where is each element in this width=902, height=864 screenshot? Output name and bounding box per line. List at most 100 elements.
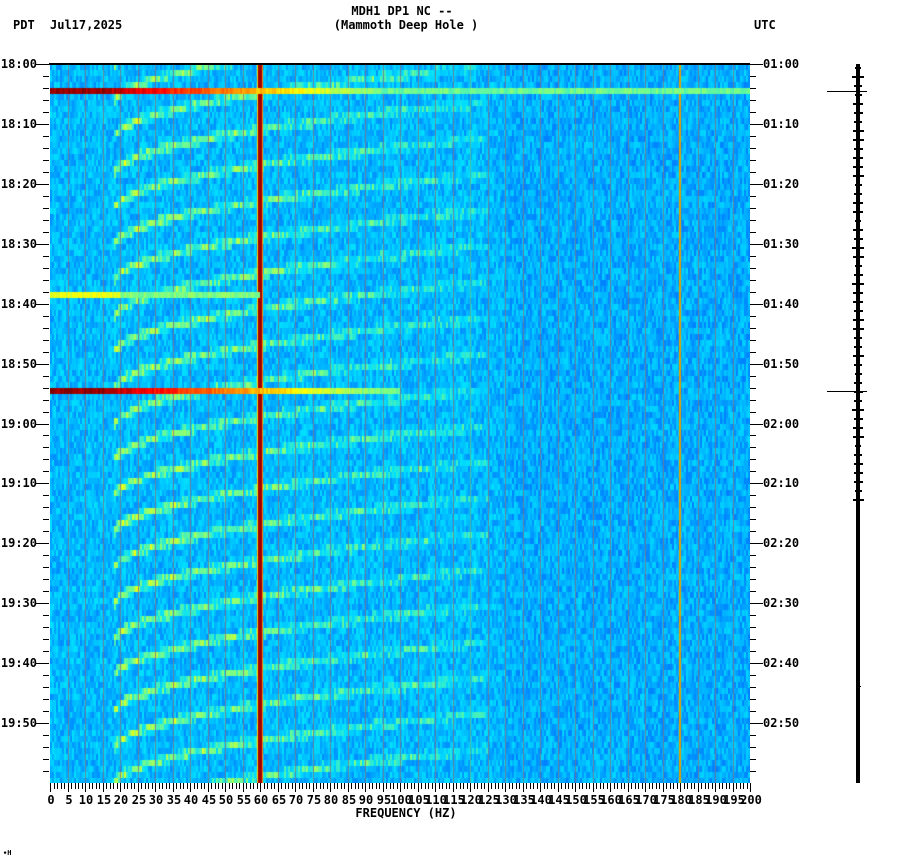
x-label: 0 bbox=[47, 793, 55, 807]
y-tick-right bbox=[750, 280, 756, 281]
x-label: 5 bbox=[65, 793, 73, 807]
y-tick-left bbox=[43, 268, 49, 269]
x-tick-major bbox=[243, 783, 244, 792]
x-label: 100 bbox=[390, 793, 412, 807]
y-tick-left bbox=[43, 316, 49, 317]
x-tick-minor bbox=[204, 783, 205, 789]
x-tick-minor bbox=[484, 783, 485, 789]
x-tick-minor bbox=[729, 783, 730, 789]
x-tick-minor bbox=[481, 783, 482, 789]
y-tick-left bbox=[43, 699, 49, 700]
x-tick-minor bbox=[355, 783, 356, 789]
x-tick-minor bbox=[446, 783, 447, 789]
x-tick-minor bbox=[337, 783, 338, 789]
trace-wiggle bbox=[853, 391, 863, 393]
x-tick-major bbox=[628, 783, 629, 792]
y-tick-left bbox=[43, 555, 49, 556]
y-tick-left bbox=[43, 388, 49, 389]
x-tick-minor bbox=[677, 783, 678, 789]
trace-wiggle bbox=[858, 500, 861, 501]
x-tick-minor bbox=[152, 783, 153, 789]
y-tick-left bbox=[43, 100, 49, 101]
trace-wiggle bbox=[852, 76, 864, 78]
x-tick-minor bbox=[344, 783, 345, 789]
x-tick-major bbox=[85, 783, 86, 792]
x-tick-minor bbox=[106, 783, 107, 789]
x-tick-minor bbox=[64, 783, 65, 789]
trace-wiggle bbox=[854, 193, 862, 195]
x-tick-minor bbox=[631, 783, 632, 789]
x-label: 115 bbox=[443, 793, 465, 807]
x-tick-minor bbox=[414, 783, 415, 789]
x-tick-minor bbox=[512, 783, 513, 789]
x-tick-minor bbox=[257, 783, 258, 789]
x-tick-minor bbox=[222, 783, 223, 789]
x-tick-minor bbox=[456, 783, 457, 789]
trace-wiggle bbox=[855, 67, 861, 69]
trace-wiggle bbox=[854, 490, 862, 492]
x-label: 25 bbox=[131, 793, 147, 807]
x-tick-major bbox=[505, 783, 506, 792]
y-tick-right bbox=[750, 376, 756, 377]
y-tick-right bbox=[750, 268, 756, 269]
x-tick-minor bbox=[635, 783, 636, 789]
x-tick-minor bbox=[229, 783, 230, 789]
y-tick-right bbox=[750, 292, 756, 293]
y-tick-right-major bbox=[750, 244, 763, 245]
x-label: 40 bbox=[183, 793, 199, 807]
y-tick-right bbox=[750, 591, 756, 592]
x-tick-minor bbox=[250, 783, 251, 789]
y-tick-right bbox=[750, 148, 756, 149]
y-tick-left bbox=[43, 759, 49, 760]
y-tick-left bbox=[43, 220, 49, 221]
x-tick-minor bbox=[705, 783, 706, 789]
y-tick-left bbox=[43, 687, 49, 688]
y-tick-left bbox=[43, 627, 49, 628]
x-tick-minor bbox=[509, 783, 510, 789]
y-label-right: 02:50 bbox=[763, 716, 800, 730]
x-tick-minor bbox=[589, 783, 590, 789]
trace-wiggle bbox=[854, 337, 862, 339]
x-tick-major bbox=[68, 783, 69, 792]
y-tick-left bbox=[43, 400, 49, 401]
y-tick-left bbox=[43, 376, 49, 377]
trace-wiggle bbox=[853, 418, 863, 420]
x-tick-minor bbox=[316, 783, 317, 789]
x-tick-minor bbox=[404, 783, 405, 789]
x-tick-minor bbox=[89, 783, 90, 789]
y-tick-right bbox=[750, 316, 756, 317]
x-tick-minor bbox=[673, 783, 674, 789]
x-tick-minor bbox=[82, 783, 83, 789]
y-tick-left bbox=[43, 256, 49, 257]
x-tick-minor bbox=[439, 783, 440, 789]
x-tick-minor bbox=[659, 783, 660, 789]
y-label-left: 19:30 bbox=[0, 596, 37, 610]
y-tick-left bbox=[43, 711, 49, 712]
y-label-left: 19:40 bbox=[0, 656, 37, 670]
x-tick-minor bbox=[211, 783, 212, 789]
y-label-left: 18:40 bbox=[0, 297, 37, 311]
x-tick-major bbox=[593, 783, 594, 792]
y-tick-left-major bbox=[36, 424, 49, 425]
y-label-left: 18:10 bbox=[0, 117, 37, 131]
y-label-right: 02:00 bbox=[763, 417, 800, 431]
x-tick-minor bbox=[183, 783, 184, 789]
y-tick-left bbox=[43, 507, 49, 508]
x-label: 140 bbox=[530, 793, 552, 807]
trace-wiggle bbox=[855, 445, 861, 447]
y-label-right: 02:30 bbox=[763, 596, 800, 610]
y-tick-right bbox=[750, 435, 756, 436]
y-tick-right-major bbox=[750, 364, 763, 365]
trace-wiggle bbox=[852, 355, 864, 357]
x-label: 55 bbox=[236, 793, 252, 807]
x-label: 80 bbox=[323, 793, 339, 807]
x-tick-major bbox=[470, 783, 471, 792]
trace-wiggle bbox=[852, 247, 864, 249]
y-tick-right bbox=[750, 639, 756, 640]
trace-wiggle bbox=[858, 686, 861, 687]
x-tick-minor bbox=[498, 783, 499, 789]
station-line: MDH1 DP1 NC -- bbox=[351, 4, 453, 18]
x-tick-major bbox=[120, 783, 121, 792]
x-tick-minor bbox=[169, 783, 170, 789]
trace-wiggle bbox=[853, 148, 863, 150]
